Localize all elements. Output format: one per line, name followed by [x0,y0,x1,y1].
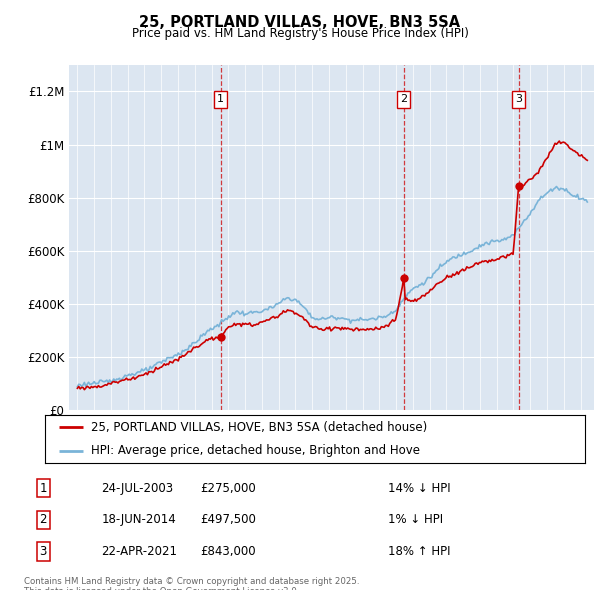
Text: 14% ↓ HPI: 14% ↓ HPI [388,481,451,494]
Text: 3: 3 [515,94,522,104]
Text: £275,000: £275,000 [200,481,256,494]
Text: 25, PORTLAND VILLAS, HOVE, BN3 5SA (detached house): 25, PORTLAND VILLAS, HOVE, BN3 5SA (deta… [91,421,427,434]
Text: 3: 3 [40,545,47,558]
Text: £843,000: £843,000 [200,545,256,558]
Text: 1: 1 [40,481,47,494]
Text: 18% ↑ HPI: 18% ↑ HPI [388,545,451,558]
Text: Price paid vs. HM Land Registry's House Price Index (HPI): Price paid vs. HM Land Registry's House … [131,27,469,40]
Text: 2: 2 [400,94,407,104]
Text: 1: 1 [217,94,224,104]
Text: HPI: Average price, detached house, Brighton and Hove: HPI: Average price, detached house, Brig… [91,444,420,457]
Text: 1% ↓ HPI: 1% ↓ HPI [388,513,443,526]
Text: 25, PORTLAND VILLAS, HOVE, BN3 5SA: 25, PORTLAND VILLAS, HOVE, BN3 5SA [139,15,461,30]
Text: 22-APR-2021: 22-APR-2021 [101,545,177,558]
Text: 2: 2 [40,513,47,526]
Text: 18-JUN-2014: 18-JUN-2014 [101,513,176,526]
Text: 24-JUL-2003: 24-JUL-2003 [101,481,173,494]
Text: £497,500: £497,500 [200,513,256,526]
Text: Contains HM Land Registry data © Crown copyright and database right 2025.
This d: Contains HM Land Registry data © Crown c… [24,577,359,590]
